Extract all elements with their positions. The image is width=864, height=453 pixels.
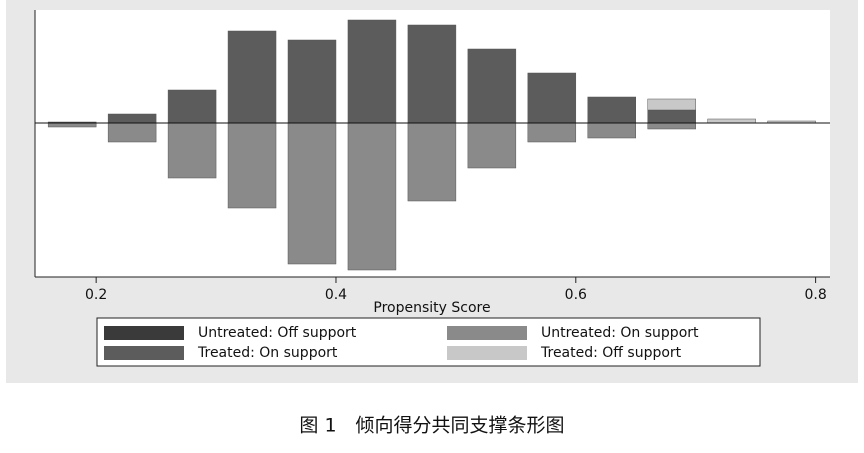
bar <box>407 24 457 124</box>
bar <box>527 72 577 124</box>
bar <box>167 89 217 124</box>
bar <box>467 122 517 169</box>
x-tick-label: 0.6 <box>565 287 587 303</box>
legend-swatch <box>104 346 184 360</box>
bar <box>107 122 157 143</box>
bar <box>527 122 577 143</box>
bar <box>287 122 337 265</box>
legend-swatch <box>104 326 184 340</box>
legend-label: Untreated: On support <box>541 325 699 341</box>
legend-swatch <box>447 346 527 360</box>
bar <box>227 122 277 209</box>
bar <box>467 48 517 124</box>
bar <box>647 122 696 130</box>
bar <box>647 109 696 124</box>
legend-label: Untreated: Off support <box>198 325 357 341</box>
bar <box>407 122 457 202</box>
bar <box>107 113 157 124</box>
bar <box>167 122 217 179</box>
bar <box>287 39 337 124</box>
legend-swatch <box>447 326 527 340</box>
bar <box>707 118 756 124</box>
caption: 图 1 倾向得分共同支撑条形图 <box>299 415 564 437</box>
x-tick-label: 0.4 <box>325 287 347 303</box>
bar <box>647 98 696 111</box>
bar <box>347 19 397 124</box>
bar <box>587 96 636 124</box>
x-tick-label: 0.2 <box>85 287 107 303</box>
x-tick-label: 0.8 <box>804 287 826 303</box>
bar <box>347 122 397 271</box>
legend-label: Treated: On support <box>197 345 338 361</box>
bar <box>587 122 636 139</box>
x-axis-title: Propensity Score <box>373 300 490 316</box>
bar <box>227 30 277 124</box>
bar <box>47 122 97 128</box>
legend-label: Treated: Off support <box>540 345 682 361</box>
legend <box>96 317 761 367</box>
